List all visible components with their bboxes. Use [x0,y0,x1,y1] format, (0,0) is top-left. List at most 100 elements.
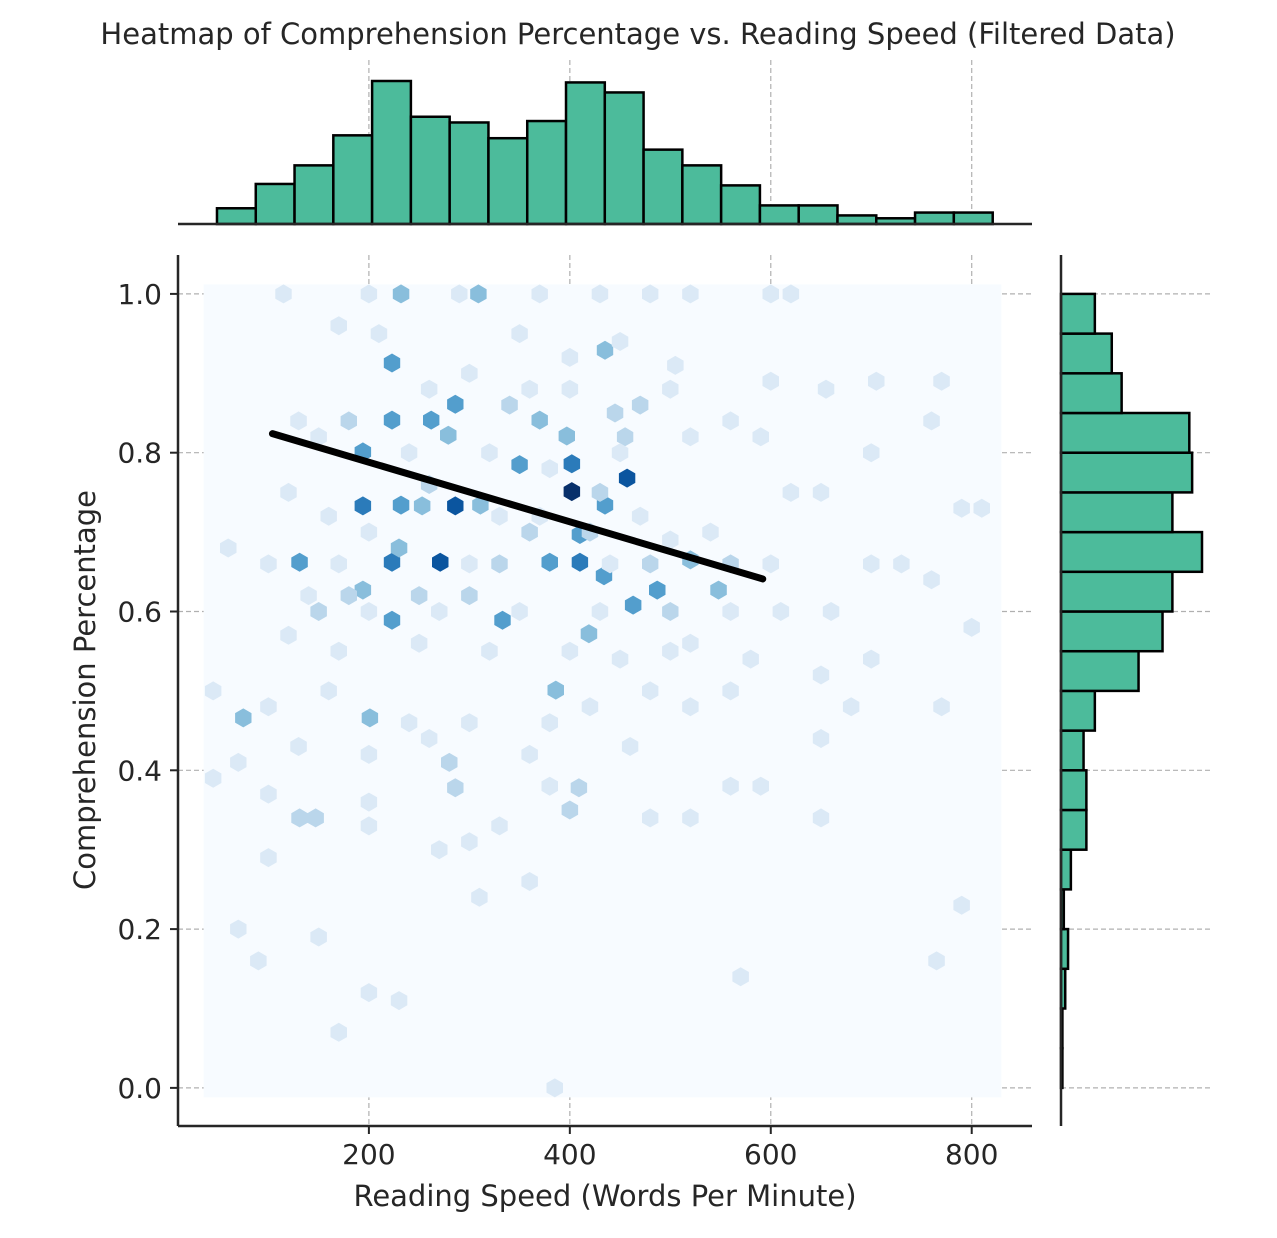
hex-cell [511,602,528,621]
hex-cell [360,792,378,812]
hex-cell [260,784,277,804]
hex-cell [561,347,579,367]
hex-cell [541,776,558,796]
y-tick-label: 1.0 [117,278,162,311]
hex-cell [642,681,659,701]
hex-cell [710,580,727,600]
y-tick-label: 0.4 [117,754,162,787]
hex-cell [360,522,378,542]
hex-cell [340,411,357,431]
hex-cell [591,284,609,304]
hex-cell [812,665,830,685]
hex-cell [923,411,940,431]
hex-cell [722,411,739,431]
hex-cell [928,951,945,971]
regression-layer [268,430,767,583]
hex-cell [290,411,307,431]
hex-cell [360,816,378,836]
hex-cell [310,427,327,447]
hex-cell [591,602,609,621]
hex-cell [722,681,739,701]
top-histogram-bar [836,214,878,226]
hex-cell [923,570,940,590]
hex-cell [611,649,629,669]
hex-cell [782,482,800,502]
hex-cell [392,495,410,515]
right-histogram-bar [1059,610,1164,653]
right-histogram-bar [1059,372,1123,415]
hex-cell [471,887,488,907]
hex-cell [260,554,277,574]
hex-cell [621,737,639,756]
hex-cell [631,506,649,526]
hex-cell [762,284,779,304]
hex-cell [383,552,401,572]
hex-cell [953,895,970,915]
right-histogram [1059,255,1204,1126]
y-axis-label: Comprehension Percentage [68,490,102,890]
hex-cell [330,641,347,661]
hex-cell [235,708,252,728]
hex-cell [310,602,327,621]
hex-cell [822,602,840,621]
hex-cell [762,554,779,574]
hex-cell [481,641,498,661]
hex-cell [320,506,337,526]
hex-cell [541,713,558,733]
hex-cell [642,284,659,304]
hex-cell [400,443,418,463]
right-histogram-bar [1059,530,1204,574]
hex-cell [571,552,589,572]
hex-cell [383,410,401,430]
top-histogram-bar [254,182,296,226]
hex-cell [782,284,800,304]
hex-cell [451,284,468,304]
hex-cell [461,713,478,733]
hex-cell [440,425,457,445]
hex-cell [682,697,699,717]
hex-cell [330,1022,347,1042]
hex-cell [561,641,579,661]
hex-cell [280,625,297,645]
hex-cell [973,498,990,518]
hex-cell [682,284,699,304]
hex-cell [420,379,438,399]
hex-cell [472,495,489,515]
hex-cell [682,808,699,828]
hex-cell [204,681,222,701]
top-histogram-bar [215,207,258,226]
hex-cell [447,496,464,516]
hex-cell [413,496,431,516]
top-histogram-bar [913,211,956,226]
hex-cell [280,482,297,502]
hex-cell [511,324,528,344]
hex-cell [531,284,548,304]
hex-cell [606,403,624,423]
hex-cell [662,641,679,661]
hex-cell [893,554,910,574]
hex-cell [260,697,277,717]
hex-cell [812,482,830,502]
hex-cell [581,697,599,717]
hex-cell [561,379,579,399]
right-histogram-bar [1059,769,1088,812]
hex-cell [596,340,614,360]
hexbin-layer [203,284,1002,1098]
hex-cell [390,538,408,558]
hex-cell [863,554,880,574]
hex-cell [330,316,347,336]
regression-line [268,430,767,583]
hex-cell [370,324,388,344]
x-tick-label: 600 [744,1138,797,1171]
hex-cell [682,633,699,653]
hex-cell [601,554,619,574]
hex-cell [772,602,790,621]
top-histogram-bar [370,79,413,226]
hex-cell [742,649,759,669]
hex-cell [340,586,357,606]
hex-cell [580,624,598,644]
hex-cell [662,379,679,399]
hex-cell [400,713,418,733]
top-histogram-bar [758,204,800,226]
top-histogram-bar [719,184,762,226]
